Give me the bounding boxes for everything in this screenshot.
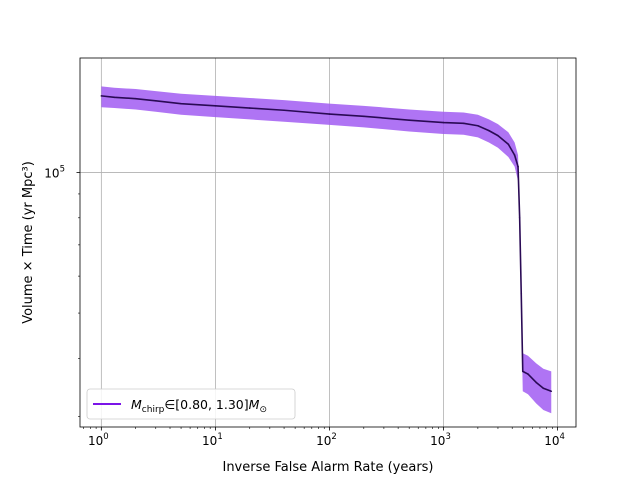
- legend-entry-label: Mchirp∈[0.80, 1.30]M⊙: [131, 397, 267, 415]
- data-point: [408, 119, 410, 121]
- data-point: [283, 109, 285, 112]
- plot-area: [100, 86, 553, 414]
- data-point: [550, 390, 553, 393]
- data-point: [134, 97, 137, 100]
- confidence-band: [101, 86, 552, 414]
- data-point: [363, 115, 365, 118]
- data-point: [477, 124, 479, 127]
- data-point: [100, 95, 103, 97]
- data-point: [542, 387, 545, 390]
- legend: Mchirp∈[0.80, 1.30]M⊙: [86, 388, 296, 420]
- data-point: [113, 96, 116, 99]
- series-line: [101, 95, 552, 392]
- data-point: [535, 381, 538, 384]
- ticks: 100 101 102 103 104 105: [44, 165, 565, 448]
- data-point: [507, 143, 510, 146]
- x-tick-label: 100: [88, 432, 109, 448]
- x-tick-label: 101: [202, 432, 223, 448]
- data-point: [517, 165, 519, 168]
- data-point: [497, 134, 499, 137]
- x-tick-label: 102: [316, 432, 337, 448]
- data-point: [462, 122, 465, 125]
- x-axis-label: Inverse False Alarm Rate (years): [222, 460, 433, 475]
- y-tick-label: 105: [44, 165, 65, 181]
- x-tick-label: 103: [430, 432, 451, 448]
- data-point: [518, 217, 521, 219]
- y-axis-label: Volume × Time (yr Mpc³): [21, 161, 36, 324]
- data-point: [527, 373, 529, 375]
- data-point: [248, 107, 251, 109]
- x-tick-label: 104: [544, 432, 565, 448]
- data-point: [180, 102, 182, 105]
- axes-frame: [79, 57, 577, 428]
- data-point: [442, 121, 445, 124]
- data-point: [328, 113, 331, 115]
- data-point: [214, 105, 217, 107]
- data-point: [513, 154, 516, 156]
- legend-box: [86, 388, 296, 420]
- data-point: [520, 292, 523, 295]
- data-point: [521, 370, 524, 373]
- data-point: [154, 99, 157, 102]
- data-point: [488, 129, 490, 132]
